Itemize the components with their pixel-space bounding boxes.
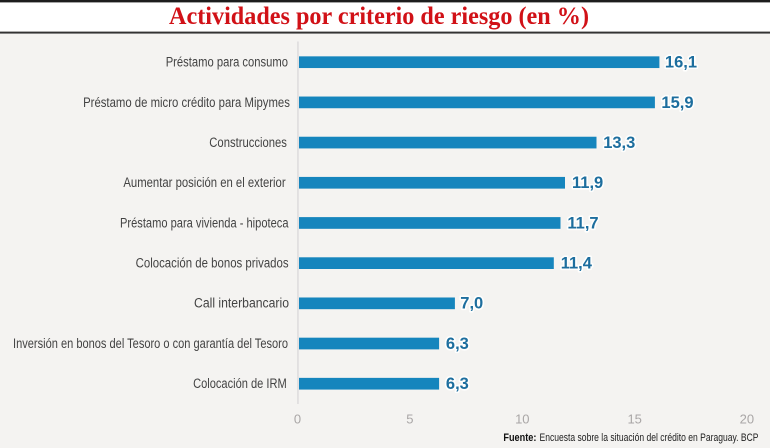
svg-text:6,3: 6,3 <box>446 335 469 353</box>
svg-text:Fuente:: Fuente: <box>503 432 536 444</box>
svg-text:Préstamo para consumo: Préstamo para consumo <box>166 55 288 70</box>
svg-text:Colocación de bonos privados: Colocación de bonos privados <box>136 256 289 271</box>
svg-text:10: 10 <box>515 412 529 427</box>
svg-text:11,4: 11,4 <box>561 255 593 273</box>
svg-text:Colocación de IRM: Colocación de IRM <box>193 376 287 391</box>
svg-text:15,9: 15,9 <box>661 94 693 112</box>
svg-text:Actividades por criterio de ri: Actividades por criterio de riesgo (en %… <box>169 3 589 30</box>
svg-text:Préstamo de micro crédito para: Préstamo de micro crédito para Mipymes <box>83 95 290 110</box>
svg-text:11,7: 11,7 <box>567 214 598 232</box>
svg-text:Encuesta sobre la situación de: Encuesta sobre la situación del crédito … <box>540 432 759 444</box>
svg-text:7,0: 7,0 <box>460 295 483 313</box>
svg-text:Construcciones: Construcciones <box>209 135 287 150</box>
svg-text:5: 5 <box>406 412 413 427</box>
svg-text:Call interbancario: Call interbancario <box>194 296 289 311</box>
svg-text:20: 20 <box>740 412 754 427</box>
svg-text:Aumentar posición en el exteri: Aumentar posición en el exterior <box>123 175 286 190</box>
svg-text:16,1: 16,1 <box>665 54 697 72</box>
svg-text:11,9: 11,9 <box>572 174 603 192</box>
svg-text:Inversión en bonos del Tesoro: Inversión en bonos del Tesoro o con gara… <box>13 336 288 351</box>
svg-text:6,3: 6,3 <box>446 375 469 393</box>
svg-text:13,3: 13,3 <box>603 134 635 152</box>
svg-text:Préstamo para vivienda - hipot: Préstamo para vivienda - hipoteca <box>120 215 289 230</box>
svg-text:0: 0 <box>294 412 301 427</box>
svg-text:15: 15 <box>627 412 641 427</box>
